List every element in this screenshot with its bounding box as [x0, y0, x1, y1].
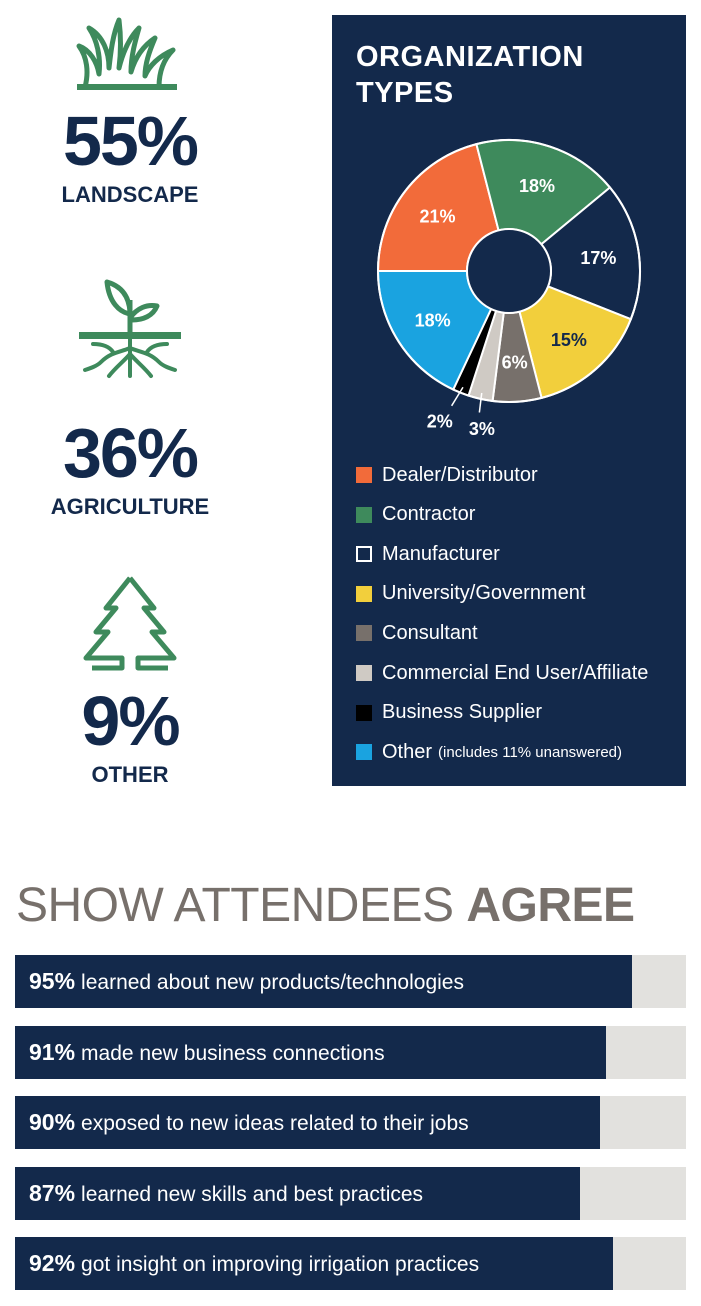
legend-swatch	[356, 506, 372, 523]
pie-leader-line	[478, 392, 483, 413]
legend-swatch	[356, 585, 372, 602]
stat-label: OTHER	[91, 762, 169, 787]
agree-bar-text: 95% learned about new products/technologi…	[29, 955, 464, 1008]
stat-value: 9%	[81, 682, 180, 760]
pie-data-label: 17%	[580, 248, 616, 268]
legend-note: (includes 11% unanswered)	[438, 743, 623, 761]
stat-landscape: 55% LANDSCAPE	[0, 12, 260, 206]
agree-bar-percent: 92%	[29, 1250, 76, 1276]
grass-icon	[76, 17, 177, 90]
pie-data-label: 3%	[469, 419, 495, 439]
pie-leader-line	[450, 386, 464, 407]
agree-bar-text: 91% made new business connections	[29, 1026, 385, 1079]
agree-bar-percent: 87%	[29, 1179, 76, 1206]
legend-swatch	[356, 704, 372, 721]
agree-bar-label: learned new skills and best practices	[81, 1182, 424, 1206]
agree-bar-percent: 95%	[29, 968, 76, 994]
agree-bar-fill	[15, 1166, 580, 1220]
legend-item: Consultant	[356, 621, 478, 645]
agree-bar-row: 92% got insight on improving irrigation p…	[15, 1237, 686, 1290]
legend-item: Manufacturer	[356, 542, 500, 566]
legend-label: Other	[382, 740, 433, 763]
agree-bar-text: 87% learned new skills and best practices	[29, 1167, 423, 1220]
agree-bar-fill	[15, 1237, 613, 1290]
agree-bar-row: 95% learned about new products/technologi…	[15, 955, 686, 1008]
organization-types-panel: ORGANIZATION TYPES 21% 18% 17% 15% 6% 3% 2% 18%…	[332, 15, 686, 786]
pie-data-label: 6%	[502, 352, 528, 372]
agree-title-light: SHOW ATTENDEES	[16, 879, 454, 932]
stat-other: 9% OTHER	[0, 574, 260, 786]
legend-item: Commercial End User/Affiliate	[356, 661, 648, 685]
legend-swatch	[356, 665, 372, 681]
pie-data-label: 15%	[551, 330, 587, 350]
pie-data-label: 2%	[427, 412, 453, 432]
legend-item: Other (includes 11% unanswered)	[356, 740, 622, 764]
legend-label: Dealer/Distributor	[382, 463, 538, 486]
pine-tree-icon	[83, 576, 177, 671]
agree-bar-fill	[15, 1096, 600, 1149]
agree-bar-row: 87% learned new skills and best practices	[15, 1166, 686, 1220]
stat-label: AGRICULTURE	[50, 494, 210, 519]
agree-bar-label: made new business connections	[81, 1041, 385, 1065]
legend-swatch	[356, 467, 372, 483]
agree-bar-row: 91% made new business connections	[15, 1025, 686, 1079]
legend-item: Dealer/Distributor	[356, 463, 538, 487]
donut-center	[466, 228, 552, 314]
agree-bar-label: got insight on improving irrigation prac…	[81, 1253, 480, 1276]
legend-label: Commercial End User/Affiliate	[382, 661, 649, 684]
legend-label: Consultant	[382, 621, 478, 644]
stat-value: 55%	[62, 102, 199, 180]
legend-swatch	[356, 546, 372, 563]
agree-bar-label: exposed to new ideas related to their jo…	[81, 1112, 469, 1135]
legend-label: Business Supplier	[382, 701, 543, 724]
agree-bar-fill	[15, 1025, 606, 1079]
panel-title: ORGANIZATION TYPES	[356, 39, 666, 111]
agree-section-title: SHOW ATTENDEES AGREE	[16, 878, 635, 934]
agree-bar-label: learned about new products/technologies	[81, 971, 464, 994]
organization-types-donut-chart: 21% 18% 17% 15% 6% 3% 2% 18%	[376, 139, 641, 439]
pie-data-label: 21%	[419, 207, 455, 227]
legend-item: University/Government	[356, 582, 585, 606]
pie-data-label: 18%	[415, 310, 451, 330]
agree-bar-percent: 90%	[29, 1109, 76, 1135]
panel-title-line2: TYPES	[356, 77, 454, 109]
sprout-roots-icon	[79, 279, 181, 378]
agree-bar-row: 90% exposed to new ideas related to their…	[15, 1096, 686, 1149]
legend-label: Manufacturer	[382, 542, 500, 565]
stat-value: 36%	[62, 414, 199, 492]
legend-swatch	[356, 744, 372, 761]
legend-label: University/Government	[382, 582, 586, 605]
stat-label: LANDSCAPE	[61, 182, 199, 207]
agree-bar-percent: 91%	[29, 1038, 76, 1065]
legend-label: Contractor	[382, 503, 476, 526]
panel-title-line1: ORGANIZATION	[356, 41, 584, 73]
legend-swatch	[356, 625, 372, 642]
agree-title-bold: AGREE	[466, 879, 635, 932]
donut-outline	[377, 139, 641, 403]
agree-bar-fill	[15, 955, 632, 1008]
agree-bar-text: 92% got insight on improving irrigation p…	[29, 1237, 479, 1290]
agree-bar-text: 90% exposed to new ideas related to their…	[29, 1096, 469, 1149]
pie-data-label: 18%	[519, 176, 555, 196]
legend-item: Contractor	[356, 503, 475, 527]
stat-agriculture: 36% AGRICULTURE	[0, 278, 260, 518]
legend-item: Business Supplier	[356, 701, 542, 725]
